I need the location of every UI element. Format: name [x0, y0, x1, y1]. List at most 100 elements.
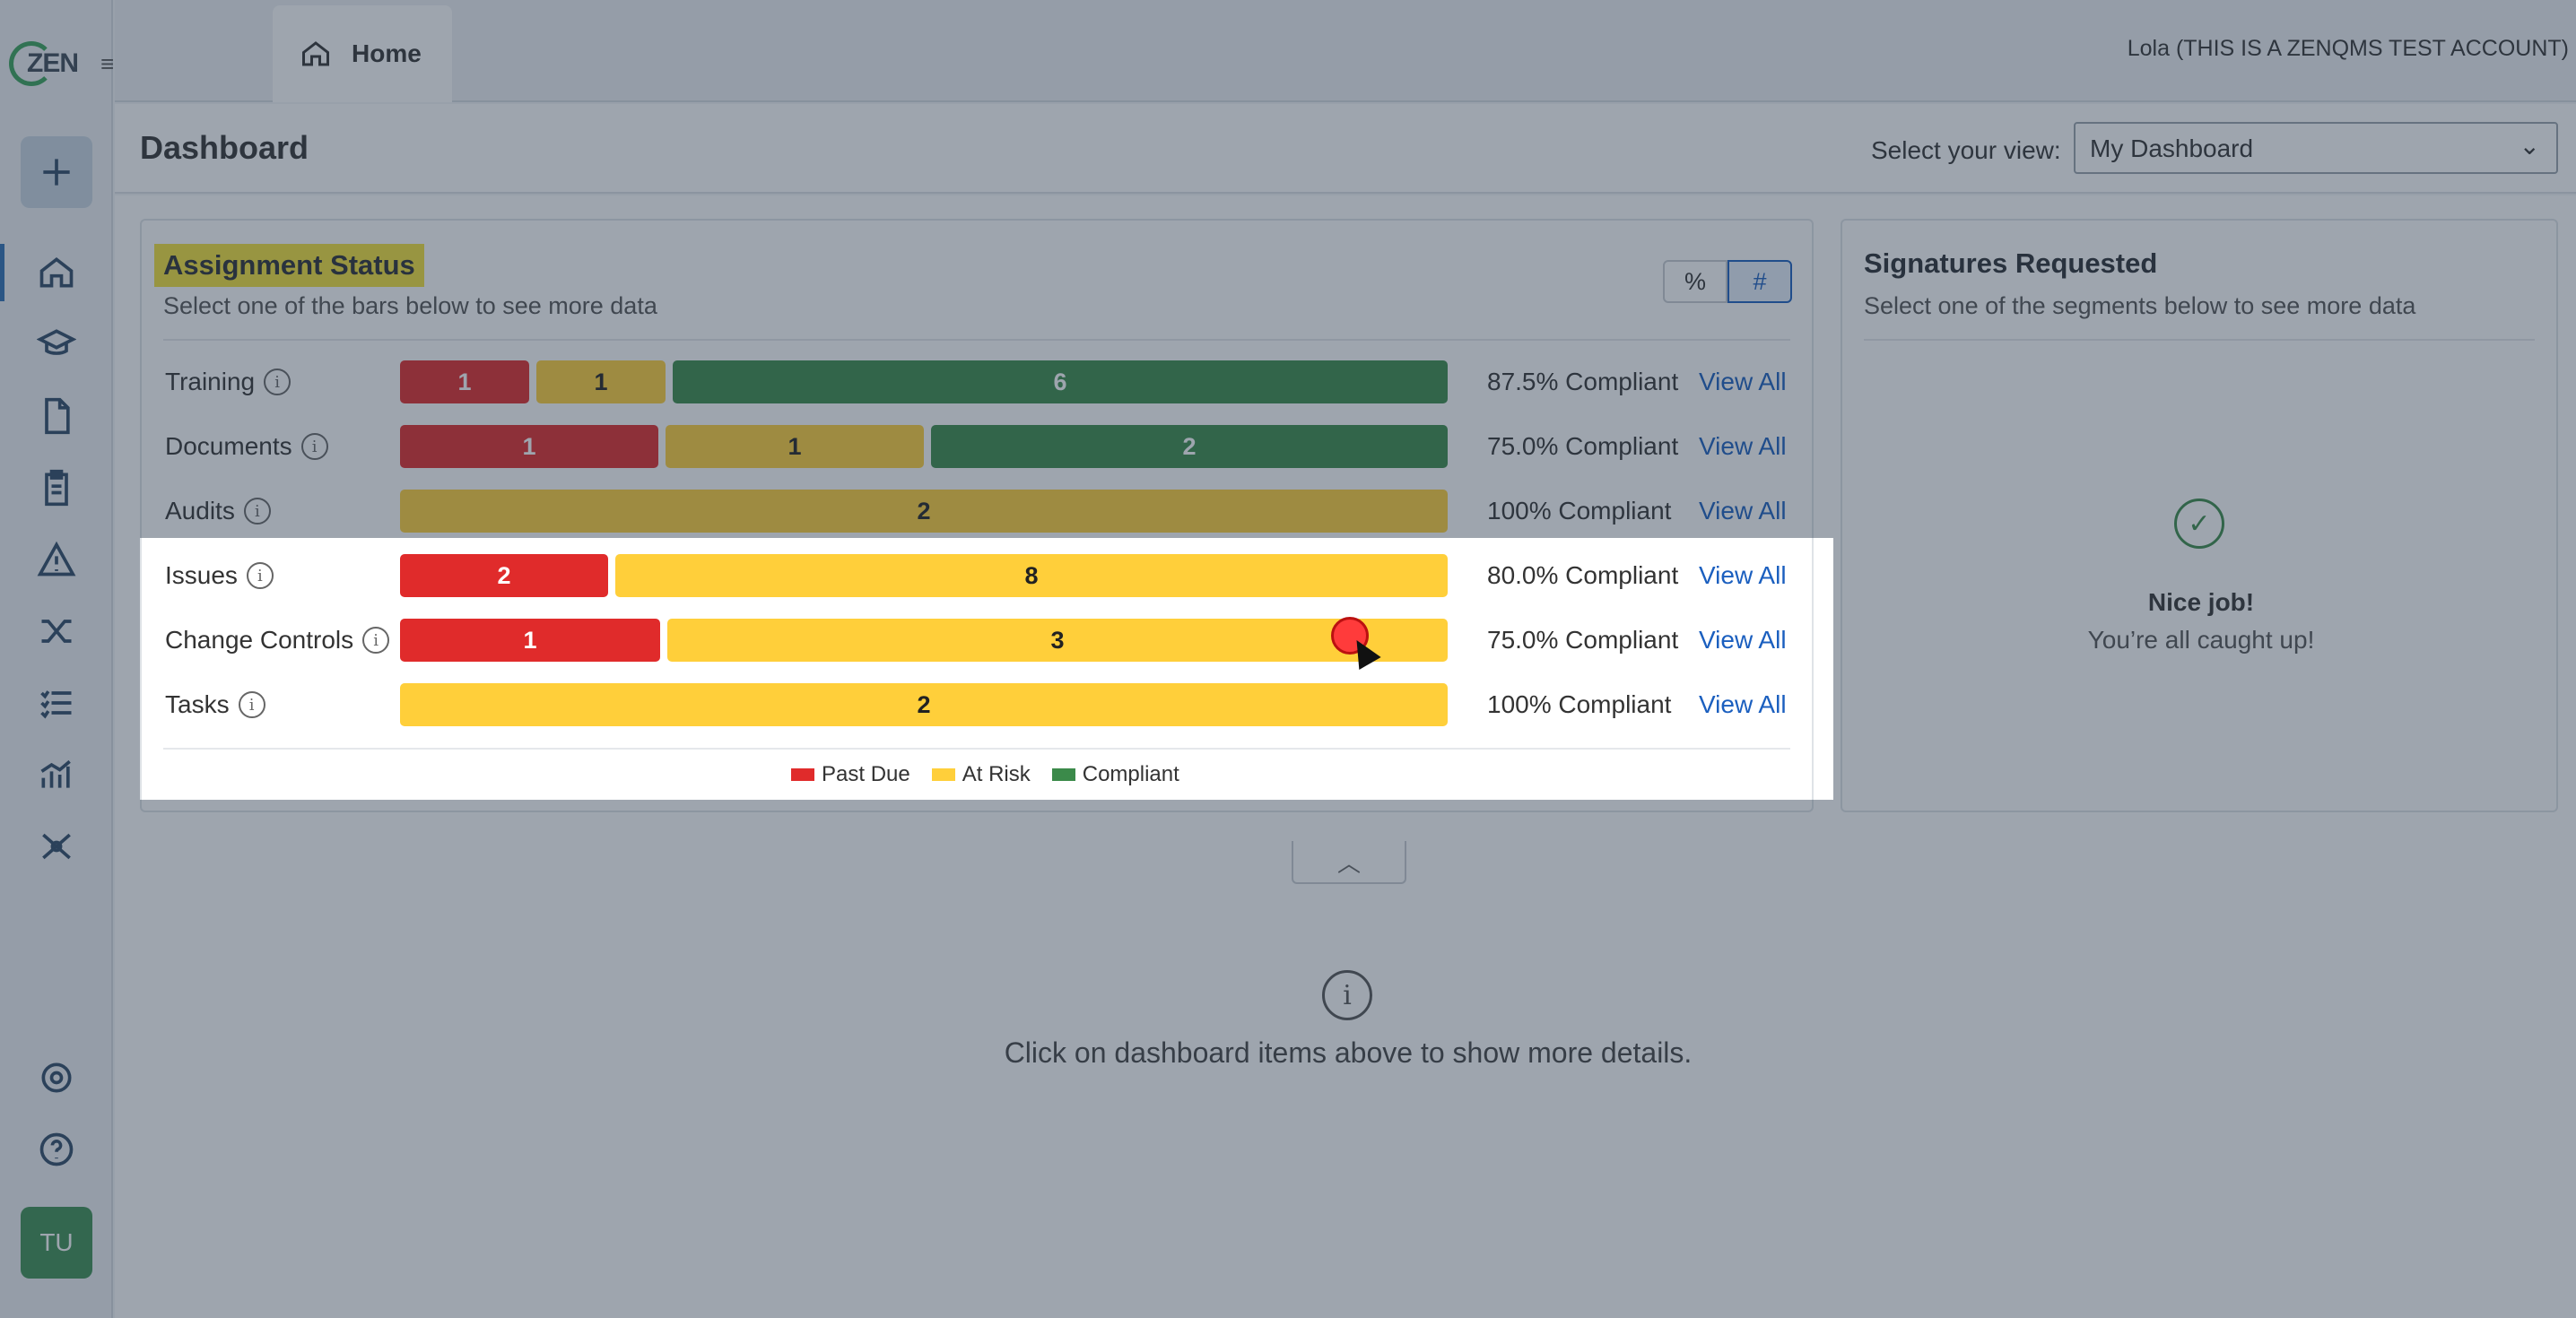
- menu-toggle-icon[interactable]: ≡: [100, 50, 115, 77]
- nice-job-text: Nice job!: [2147, 588, 2255, 616]
- legend-swatch: [1051, 768, 1075, 781]
- info-icon[interactable]: i: [264, 369, 292, 395]
- sidebar-item-reports[interactable]: [21, 739, 92, 811]
- divider: [1864, 339, 2535, 341]
- bar-segment-past-due[interactable]: 1: [400, 619, 660, 662]
- chevron-down-icon: ⌄: [2519, 132, 2540, 160]
- chart-icon: [40, 759, 71, 788]
- sidebar-item-tasks[interactable]: [21, 667, 92, 739]
- logo-ring: [9, 41, 54, 86]
- view-all-link[interactable]: View All: [1699, 368, 1787, 395]
- info-icon[interactable]: i: [362, 627, 390, 654]
- bar-segment-at-risk[interactable]: 1: [666, 425, 924, 468]
- details-hint: Click on dashboard items above to show m…: [1004, 1036, 1693, 1069]
- status-row-label: Training i: [165, 368, 292, 396]
- view-all-link[interactable]: View All: [1699, 626, 1787, 654]
- percent-toggle-button[interactable]: %: [1663, 260, 1727, 303]
- status-bar: 2: [400, 683, 1448, 726]
- bar-segment-at-risk[interactable]: 2: [400, 490, 1448, 533]
- home-tab-icon: [302, 41, 329, 66]
- network-icon: [42, 833, 71, 860]
- status-row-title: Tasks: [165, 690, 230, 718]
- assignment-status-card: Assignment Status Select one of the bars…: [140, 219, 1833, 812]
- overlay-dim: [1833, 538, 2576, 800]
- display-toggle: % #: [1663, 260, 1792, 303]
- status-row-title: Change Controls: [165, 626, 354, 654]
- home-icon: [39, 257, 74, 288]
- signatures-subtitle: Select one of the segments below to see …: [1864, 292, 2416, 319]
- zen-logo[interactable]: ZEN: [9, 39, 79, 88]
- status-row-label: Documents i: [165, 432, 328, 461]
- compliance-text: 100% Compliant: [1487, 690, 1672, 718]
- sidebar-item-training[interactable]: [21, 308, 92, 380]
- tab-home[interactable]: Home: [273, 5, 452, 102]
- bar-segment-at-risk[interactable]: 8: [615, 554, 1448, 597]
- bar-segment-past-due[interactable]: 1: [400, 360, 529, 403]
- info-icon[interactable]: i: [243, 498, 271, 525]
- overlay-dim: [0, 0, 2576, 538]
- status-row: Documents i 1 1 2 75.0% Compliant View All: [142, 416, 1815, 481]
- legend-label: At Risk: [962, 762, 1031, 786]
- plus-icon: [43, 159, 70, 186]
- view-all-link[interactable]: View All: [1699, 432, 1787, 460]
- bar-segment-at-risk[interactable]: 2: [400, 683, 1448, 726]
- graduation-cap-icon: [37, 329, 76, 355]
- count-toggle-button[interactable]: #: [1727, 260, 1792, 303]
- compliance-text: 75.0% Compliant: [1487, 626, 1679, 654]
- compliance-text: 100% Compliant: [1487, 497, 1672, 525]
- view-all-link[interactable]: View All: [1699, 690, 1787, 718]
- clipboard-icon: [45, 469, 68, 507]
- sidebar-item-help[interactable]: [21, 1114, 92, 1185]
- sidebar-item-settings[interactable]: [21, 1042, 92, 1114]
- divider: [163, 339, 1790, 341]
- signatures-card: Signatures Requested Select one of the s…: [1841, 219, 2558, 812]
- status-row-title: Training: [165, 368, 256, 395]
- status-row-label: Change Controls i: [165, 626, 390, 655]
- bar-segment-past-due[interactable]: 2: [400, 554, 608, 597]
- account-label[interactable]: Lola (THIS IS A ZENQMS TEST ACCOUNT): [2127, 36, 2569, 61]
- warning-icon: [37, 541, 76, 577]
- sidebar-item-change-controls[interactable]: [21, 595, 92, 667]
- status-row: Change Controls i 1 3 75.0% Compliant View Al…: [142, 610, 1815, 674]
- status-row: Training i 1 1 6 87.5% Compliant View All: [142, 351, 1815, 416]
- info-icon[interactable]: i: [238, 691, 265, 718]
- sidebar-item-network[interactable]: [21, 811, 92, 882]
- compliance-text: 80.0% Compliant: [1487, 561, 1679, 589]
- shuffle-icon: [41, 620, 72, 643]
- sidebar-item-audits[interactable]: [21, 452, 92, 524]
- bar-segment-at-risk[interactable]: 3: [667, 619, 1448, 662]
- legend-item-at-risk: At Risk: [931, 762, 1031, 787]
- status-row-label: Audits i: [165, 497, 271, 525]
- compliance-text: 75.0% Compliant: [1487, 432, 1679, 460]
- collapse-button[interactable]: ︿: [1292, 841, 1406, 884]
- view-all-link[interactable]: View All: [1699, 561, 1787, 589]
- assignment-status-title: Assignment Status: [154, 244, 424, 287]
- status-row-label: Tasks i: [165, 690, 265, 719]
- sidebar-item-home[interactable]: [0, 237, 92, 308]
- info-icon[interactable]: i: [246, 562, 274, 589]
- status-row-title: Issues: [165, 561, 238, 589]
- add-button[interactable]: [21, 136, 92, 208]
- bar-segment-compliant[interactable]: 2: [931, 425, 1448, 468]
- status-row: Issues i 2 8 80.0% Compliant View All: [142, 545, 1815, 610]
- help-icon: [39, 1132, 74, 1166]
- avatar[interactable]: TU: [21, 1207, 92, 1279]
- view-all-link[interactable]: View All: [1699, 497, 1787, 525]
- info-icon[interactable]: i: [300, 433, 328, 460]
- page-title: Dashboard: [140, 129, 309, 166]
- chevron-up-icon: ︿: [1336, 849, 1361, 877]
- legend-label: Compliant: [1082, 762, 1179, 786]
- bar-segment-compliant[interactable]: 6: [673, 360, 1448, 403]
- sidebar-item-issues[interactable]: [21, 524, 92, 595]
- view-select[interactable]: My Dashboard ⌄: [2074, 122, 2558, 174]
- overlay-dim: [0, 538, 140, 800]
- sidebar-item-documents[interactable]: [21, 380, 92, 452]
- bar-segment-at-risk[interactable]: 1: [536, 360, 666, 403]
- sidebar: ZEN ≡: [0, 0, 114, 1318]
- overlay-dim: [0, 800, 2576, 1318]
- bar-segment-past-due[interactable]: 1: [400, 425, 658, 468]
